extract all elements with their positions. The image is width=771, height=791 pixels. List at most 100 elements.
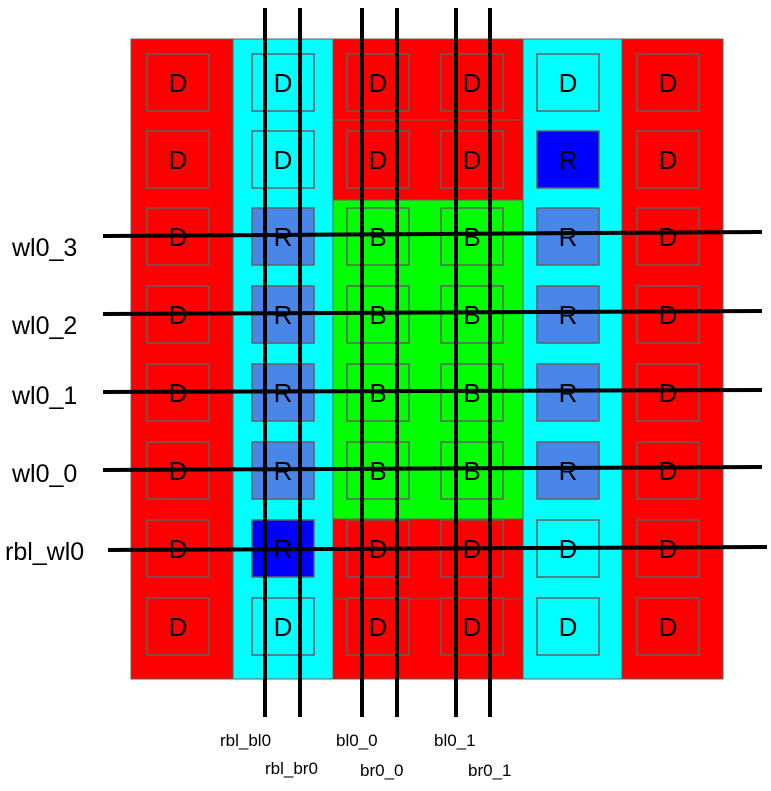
cell-box bbox=[251, 53, 315, 112]
cell-label: B bbox=[463, 456, 480, 486]
word-line-label: wl0_2 bbox=[11, 312, 77, 340]
cell-label: D bbox=[659, 68, 678, 98]
cell-label: D bbox=[659, 145, 678, 175]
cell-D: D bbox=[346, 130, 410, 189]
cell-D: D bbox=[146, 53, 210, 112]
cell-label: D bbox=[659, 456, 678, 486]
cell-label: R bbox=[559, 300, 578, 330]
cell-label: D bbox=[369, 68, 388, 98]
bit-line-label: bl0_0 bbox=[336, 731, 378, 750]
cell-label: D bbox=[463, 612, 482, 642]
cell-D: D bbox=[536, 53, 600, 112]
cell-D: D bbox=[440, 53, 504, 112]
word-line-label: rbl_wl0 bbox=[5, 538, 84, 566]
cell-label: R bbox=[559, 378, 578, 408]
cell-box bbox=[440, 207, 504, 266]
cell-label: D bbox=[559, 612, 578, 642]
cell-box bbox=[536, 597, 600, 656]
cell-box bbox=[536, 130, 600, 189]
cell-label: D bbox=[659, 222, 678, 252]
cell-label: B bbox=[463, 222, 480, 252]
bit-line-label: bl0_1 bbox=[434, 731, 476, 750]
cell-box bbox=[146, 597, 210, 656]
cell-label: D bbox=[559, 68, 578, 98]
cell-label: R bbox=[274, 222, 293, 252]
cell-D: D bbox=[636, 207, 700, 266]
word-line-rbl_wl0 bbox=[107, 545, 768, 552]
cell-D: D bbox=[440, 130, 504, 189]
cell-D: D bbox=[636, 441, 700, 500]
cell-label: D bbox=[274, 612, 293, 642]
cell-box bbox=[536, 207, 600, 266]
cell-B: B bbox=[440, 207, 504, 266]
cell-D: D bbox=[346, 597, 410, 656]
cell-label: B bbox=[369, 300, 386, 330]
cell-B: B bbox=[440, 285, 504, 344]
regions bbox=[130, 38, 724, 680]
cell-box bbox=[636, 285, 700, 344]
cell-box bbox=[536, 53, 600, 112]
cell-D: D bbox=[251, 53, 315, 112]
cell-box bbox=[636, 363, 700, 422]
cell-D: D bbox=[636, 363, 700, 422]
word-line-label: wl0_0 bbox=[11, 460, 77, 488]
cell-box bbox=[636, 207, 700, 266]
cell-label: D bbox=[369, 612, 388, 642]
cell-label: B bbox=[463, 378, 480, 408]
cell-label: B bbox=[369, 456, 386, 486]
cell-label: D bbox=[169, 612, 188, 642]
cell-label: R bbox=[559, 145, 578, 175]
cell-R: R bbox=[536, 130, 600, 189]
bit-line-label: br0_1 bbox=[468, 761, 511, 780]
cell-box bbox=[440, 285, 504, 344]
cell-label: D bbox=[169, 68, 188, 98]
cell-box bbox=[440, 53, 504, 112]
cell-B: B bbox=[346, 207, 410, 266]
cell-label: D bbox=[463, 145, 482, 175]
cell-box bbox=[146, 53, 210, 112]
cell-D: D bbox=[146, 130, 210, 189]
cell-box bbox=[146, 130, 210, 189]
cell-box bbox=[440, 441, 504, 500]
cell-label: D bbox=[169, 145, 188, 175]
labels: wl0_3 wl0_2 wl0_1 wl0_0 rbl_wl0 rbl_bl0 rbl_br… bbox=[5, 234, 511, 780]
cell-D: D bbox=[536, 597, 600, 656]
cell-B: B bbox=[440, 441, 504, 500]
word-line-wl0_2 bbox=[102, 309, 763, 316]
bit-line-label: rbl_br0 bbox=[265, 759, 318, 778]
cell-label: R bbox=[559, 222, 578, 252]
cell-R: R bbox=[536, 207, 600, 266]
word-line-wl0_3 bbox=[102, 230, 763, 238]
cell-box bbox=[440, 130, 504, 189]
cell-R: R bbox=[536, 285, 600, 344]
cell-label: B bbox=[369, 222, 386, 252]
cell-label: D bbox=[463, 68, 482, 98]
cell-label: D bbox=[369, 145, 388, 175]
word-line-wl0_0 bbox=[102, 465, 763, 472]
cell-D: D bbox=[440, 597, 504, 656]
cell-box bbox=[536, 285, 600, 344]
word-line-wl0_1 bbox=[102, 388, 763, 394]
cell-box bbox=[440, 597, 504, 656]
cell-box bbox=[636, 597, 700, 656]
cell-label: B bbox=[463, 300, 480, 330]
cell-label: R bbox=[559, 456, 578, 486]
cell-box bbox=[536, 441, 600, 500]
cell-D: D bbox=[346, 53, 410, 112]
bit-line-label: rbl_bl0 bbox=[220, 731, 271, 750]
cell-R: R bbox=[536, 441, 600, 500]
cell-label: D bbox=[659, 300, 678, 330]
cell-D: D bbox=[251, 597, 315, 656]
cell-box bbox=[636, 53, 700, 112]
cell-D: D bbox=[251, 130, 315, 189]
bit-line-label: br0_0 bbox=[360, 761, 403, 780]
cell-D: D bbox=[636, 285, 700, 344]
cell-label: D bbox=[274, 68, 293, 98]
cell-label: D bbox=[659, 378, 678, 408]
word-line-label: wl0_1 bbox=[11, 382, 77, 410]
cell-box bbox=[636, 130, 700, 189]
cell-box bbox=[251, 130, 315, 189]
cell-box bbox=[251, 597, 315, 656]
word-line-label: wl0_3 bbox=[11, 234, 77, 262]
